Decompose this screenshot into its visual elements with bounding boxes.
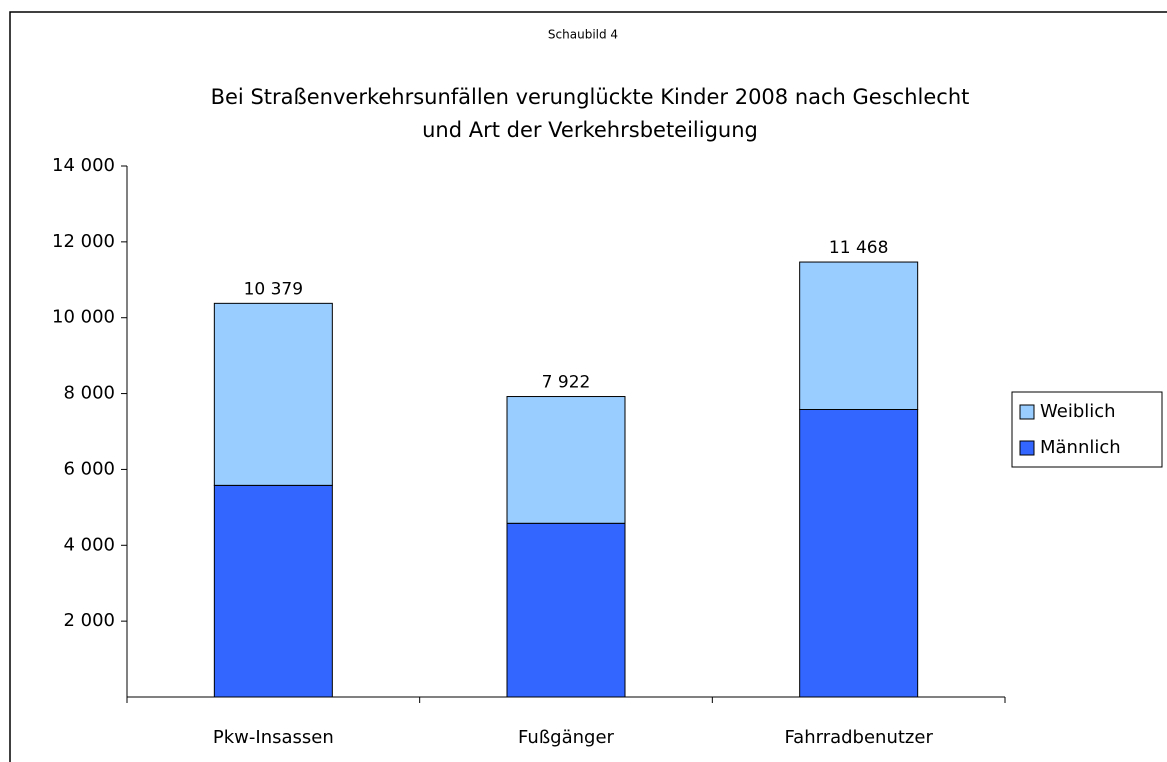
x-tick-label: Pkw-Insassen — [213, 727, 334, 748]
bar-segment — [506, 522, 626, 698]
frame — [9, 11, 1167, 762]
total-label: 7 922 — [542, 373, 591, 393]
total-label: 11 468 — [829, 238, 888, 258]
legend-label: Männlich — [1040, 437, 1121, 458]
bar-segment — [213, 484, 333, 698]
legend-swatch — [1019, 404, 1035, 420]
y-tick-label: 12 000 — [52, 231, 115, 252]
y-tick-label: 8 000 — [63, 383, 115, 404]
y-tick-label: 10 000 — [52, 307, 115, 328]
legend-label: Weiblich — [1040, 401, 1116, 422]
chart-title: und Art der Verkehrsbeteiligung — [422, 118, 758, 142]
legend-swatch — [1019, 440, 1035, 456]
y-tick-label: 14 000 — [52, 155, 115, 176]
y-tick-label: 6 000 — [63, 458, 115, 479]
chart-title: Bei Straßenverkehrsunfällen verunglückte… — [211, 85, 970, 109]
bar-segment — [799, 409, 919, 698]
legend-box — [1011, 391, 1163, 468]
bar-segment — [506, 396, 626, 524]
total-label: 10 379 — [244, 279, 303, 299]
x-tick-label: Fußgänger — [518, 727, 614, 748]
bar-segment — [213, 302, 333, 486]
y-tick-label: 4 000 — [63, 534, 115, 555]
x-tick-label: Fahrradbenutzer — [784, 727, 933, 748]
y-tick-label: 2 000 — [63, 610, 115, 631]
figure-label: Schaubild 4 — [548, 28, 618, 42]
bar-segment — [799, 261, 919, 411]
